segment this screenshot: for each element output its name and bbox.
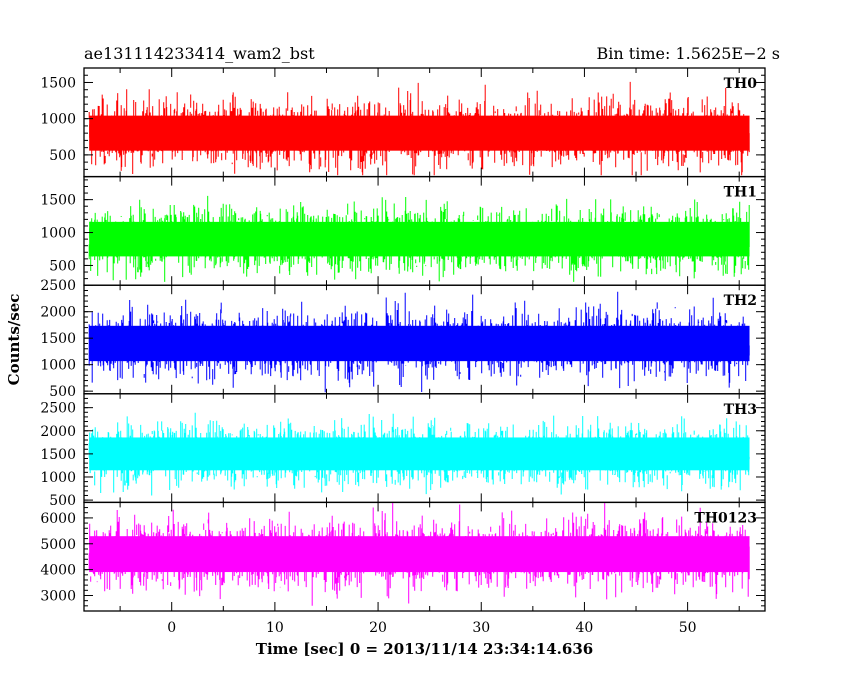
y-axis-title: Counts/sec	[5, 294, 23, 386]
series-th1-core	[89, 221, 750, 257]
x-tick-label: 20	[369, 620, 387, 636]
y-tick-label-th1: 500	[49, 258, 76, 274]
y-tick-label-th3: 2500	[40, 401, 76, 417]
y-tick-label-th2: 500	[49, 384, 76, 400]
panel-frame-th0123	[83, 501, 766, 612]
y-tick-label-th0123: 3000	[40, 588, 76, 604]
panel-label-th0: TH0	[724, 76, 758, 92]
panel-label-th1: TH1	[724, 185, 757, 201]
series-th2-core	[89, 325, 750, 362]
x-axis-title: Time [sec] 0 = 2013/11/14 23:34:14.636	[256, 640, 593, 658]
panel-label-th3: TH3	[724, 402, 757, 418]
y-tick-label-th3: 1000	[40, 470, 76, 486]
series-th0-core	[89, 115, 750, 151]
series-th3-core	[89, 437, 750, 471]
y-tick-label-th0: 1000	[40, 112, 76, 128]
y-tick-label-th0: 500	[49, 148, 76, 164]
y-tick-label-th0123: 5000	[40, 537, 76, 553]
panel-label-th0123: TH0123	[694, 510, 757, 526]
y-tick-label-th0: 1500	[40, 75, 76, 91]
y-tick-label-th1: 1500	[40, 193, 76, 209]
panel-label-th2: TH2	[724, 293, 757, 309]
x-tick-label: 10	[266, 620, 284, 636]
y-tick-label-th3: 500	[49, 493, 76, 509]
y-tick-label-th2: 1500	[40, 331, 76, 347]
x-tick-label: 50	[679, 620, 697, 636]
x-tick-label: 0	[167, 620, 176, 636]
y-tick-label-th1: 1000	[40, 226, 76, 242]
series-th0123-core	[89, 536, 750, 573]
bin-time-label: Bin time: 1.5625E−2 s	[596, 44, 780, 63]
y-tick-label-th2: 1000	[40, 358, 76, 374]
y-tick-label-th0123: 6000	[40, 511, 76, 527]
y-tick-label-th3: 1500	[40, 447, 76, 463]
x-tick-label: 30	[472, 620, 490, 636]
x-tick-label: 40	[576, 620, 594, 636]
y-tick-label-th3: 2000	[40, 424, 76, 440]
y-tick-label-th2: 2000	[40, 305, 76, 321]
y-tick-label-th2: 2500	[40, 278, 76, 294]
plot-title: ae131114233414_wam2_bst	[84, 44, 315, 63]
y-tick-label-th0123: 4000	[40, 563, 76, 579]
